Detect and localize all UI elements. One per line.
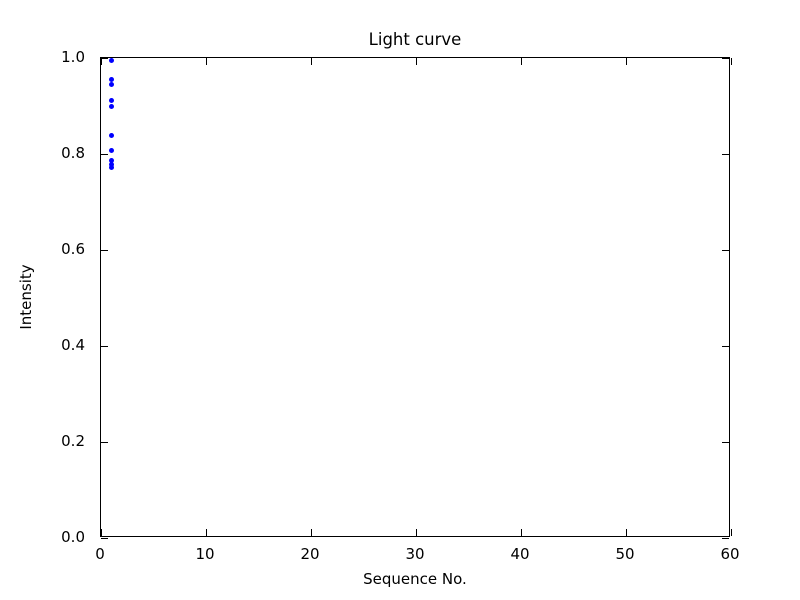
x-tick-mark xyxy=(626,529,627,536)
x-tick-mark xyxy=(731,529,732,536)
y-tick-mark xyxy=(101,58,108,59)
x-tick-label: 20 xyxy=(300,545,320,563)
x-axis-label: Sequence No. xyxy=(363,570,467,588)
y-tick-mark-right xyxy=(722,58,729,59)
y-tick-mark-right xyxy=(722,442,729,443)
x-tick-label: 10 xyxy=(195,545,215,563)
x-tick-mark-top xyxy=(101,58,102,65)
y-tick-label: 0.0 xyxy=(61,528,85,546)
data-point xyxy=(109,158,114,164)
data-point xyxy=(109,133,114,139)
x-tick-mark-top xyxy=(521,58,522,65)
x-tick-label: 0 xyxy=(95,545,105,563)
y-tick-mark xyxy=(101,442,108,443)
data-point xyxy=(109,164,114,170)
x-tick-mark xyxy=(101,529,102,536)
scatter-points-layer xyxy=(101,58,729,536)
x-tick-label: 50 xyxy=(615,545,635,563)
x-tick-label: 40 xyxy=(510,545,530,563)
y-tick-label: 1.0 xyxy=(61,48,85,66)
y-tick-mark-right xyxy=(722,154,729,155)
x-tick-mark xyxy=(521,529,522,536)
y-axis-label: Intensity xyxy=(17,264,35,330)
plot-area xyxy=(100,57,732,539)
y-tick-label: 0.8 xyxy=(61,144,85,162)
chart-title: Light curve xyxy=(368,30,462,49)
data-point xyxy=(109,97,114,103)
y-axis-tick-labels: 0.0 0.2 0.4 0.6 0.8 1.0 xyxy=(0,48,94,546)
y-tick-mark-right xyxy=(722,538,729,539)
data-point xyxy=(109,162,114,168)
x-tick-mark-top xyxy=(626,58,627,65)
y-tick-mark xyxy=(101,250,108,251)
y-tick-label: 0.4 xyxy=(61,336,85,354)
x-tick-mark-top xyxy=(311,58,312,65)
y-tick-mark-right xyxy=(722,250,729,251)
data-point xyxy=(109,58,114,63)
y-tick-mark xyxy=(101,154,108,155)
x-tick-mark xyxy=(416,529,417,536)
data-point xyxy=(109,104,114,110)
y-tick-mark xyxy=(101,346,108,347)
y-tick-label: 0.6 xyxy=(61,240,85,258)
y-tick-mark xyxy=(101,538,108,539)
y-tick-label: 0.2 xyxy=(61,432,85,450)
x-tick-label: 60 xyxy=(720,545,740,563)
y-tick-mark-right xyxy=(722,346,729,347)
x-tick-mark-top xyxy=(731,58,732,65)
x-tick-mark-top xyxy=(206,58,207,65)
x-tick-mark xyxy=(206,529,207,536)
x-tick-mark-top xyxy=(416,58,417,65)
x-tick-label: 30 xyxy=(405,545,425,563)
x-tick-mark xyxy=(311,529,312,536)
data-point xyxy=(109,77,114,83)
data-point xyxy=(109,147,114,153)
data-point xyxy=(109,81,114,87)
x-axis-tick-labels: 0 10 20 30 40 50 60 xyxy=(95,545,739,567)
